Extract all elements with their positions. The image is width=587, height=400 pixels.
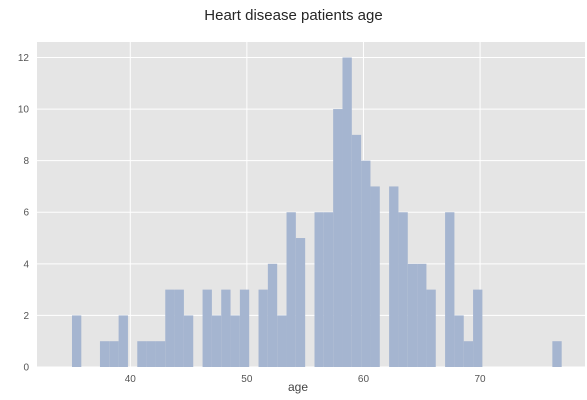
histogram-bar: [333, 109, 343, 368]
histogram-bar: [137, 341, 147, 367]
histogram-bar: [473, 289, 483, 367]
x-tick-label: 70: [475, 374, 487, 385]
histogram-bar: [398, 212, 408, 367]
x-axis-label: age: [288, 380, 308, 394]
histogram-bar: [239, 289, 250, 367]
histogram-bar: [454, 315, 464, 367]
histogram-bar: [267, 263, 278, 367]
y-tick-label: 6: [23, 208, 29, 219]
x-tick-label: 40: [125, 374, 137, 385]
y-tick-label: 4: [23, 259, 29, 270]
histogram-bar: [118, 315, 128, 367]
histogram-bar: [155, 341, 166, 367]
y-tick-label: 2: [23, 311, 29, 322]
histogram-bar: [361, 160, 371, 367]
histogram-bar: [99, 341, 110, 367]
histogram-bar: [389, 186, 399, 367]
histogram-bar: [258, 289, 268, 367]
histogram-bar: [109, 341, 119, 367]
histogram-bar: [342, 57, 352, 367]
y-tick-label: 10: [18, 105, 30, 116]
histogram-bar: [314, 212, 324, 367]
x-tick-label: 60: [358, 374, 370, 385]
histogram-bar: [202, 289, 212, 367]
histogram-bar: [146, 341, 156, 367]
x-axis-ticks: 40 50 60 70: [125, 374, 486, 385]
y-tick-label: 8: [23, 156, 29, 167]
histogram-bar: [286, 212, 296, 367]
y-axis-ticks: 0 2 4 6 8 10 12: [18, 53, 30, 374]
chart-title: Heart disease patients age: [204, 7, 382, 24]
histogram-bar: [71, 315, 82, 367]
plot-area: [37, 42, 585, 367]
histogram-bar: [295, 238, 306, 367]
histogram-bar: [165, 289, 175, 367]
y-tick-label: 12: [18, 53, 30, 64]
y-tick-label: 0: [23, 363, 29, 374]
histogram-bar: [426, 289, 436, 367]
x-tick-label: 50: [241, 374, 253, 385]
histogram-bar: [351, 134, 362, 367]
histogram-bar: [221, 289, 231, 367]
histogram-bar: [323, 212, 334, 367]
histogram-bar: [417, 263, 427, 367]
histogram-bar: [407, 263, 418, 367]
histogram-bar: [445, 212, 455, 367]
histogram-bar: [370, 186, 380, 367]
histogram-bar: [183, 315, 194, 367]
histogram-bar: [463, 341, 474, 367]
histogram-bar: [552, 341, 562, 367]
histogram-bars: [71, 57, 562, 368]
histogram-bar: [277, 315, 287, 367]
histogram-bar: [230, 315, 240, 367]
histogram-bar: [211, 315, 222, 367]
histogram-bar: [174, 289, 184, 367]
